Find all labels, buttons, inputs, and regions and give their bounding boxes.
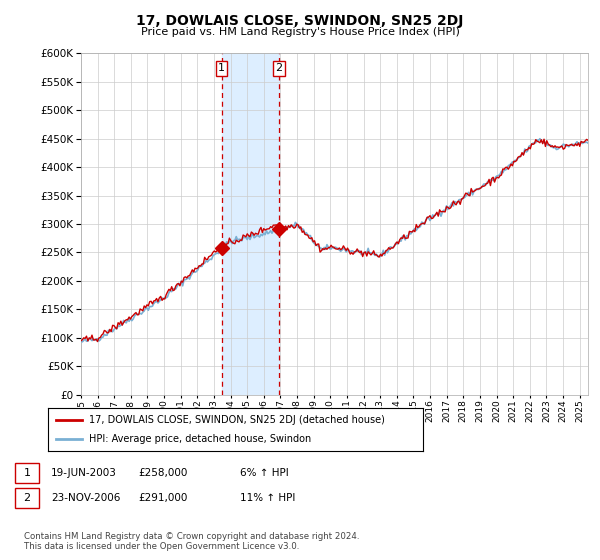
Text: 17, DOWLAIS CLOSE, SWINDON, SN25 2DJ: 17, DOWLAIS CLOSE, SWINDON, SN25 2DJ — [136, 14, 464, 28]
Text: 1: 1 — [218, 63, 225, 73]
Text: 17, DOWLAIS CLOSE, SWINDON, SN25 2DJ (detached house): 17, DOWLAIS CLOSE, SWINDON, SN25 2DJ (de… — [89, 415, 385, 424]
Text: HPI: Average price, detached house, Swindon: HPI: Average price, detached house, Swin… — [89, 435, 311, 444]
Text: Price paid vs. HM Land Registry's House Price Index (HPI): Price paid vs. HM Land Registry's House … — [140, 27, 460, 37]
Text: 23-NOV-2006: 23-NOV-2006 — [51, 493, 121, 503]
Text: 19-JUN-2003: 19-JUN-2003 — [51, 468, 117, 478]
Bar — [221, 53, 279, 395]
Text: £258,000: £258,000 — [138, 468, 187, 478]
Text: 2: 2 — [275, 63, 283, 73]
Text: £291,000: £291,000 — [138, 493, 187, 503]
Text: 11% ↑ HPI: 11% ↑ HPI — [240, 493, 295, 503]
Text: Contains HM Land Registry data © Crown copyright and database right 2024.
This d: Contains HM Land Registry data © Crown c… — [24, 532, 359, 552]
Text: 1: 1 — [23, 468, 31, 478]
Text: 6% ↑ HPI: 6% ↑ HPI — [240, 468, 289, 478]
Text: 2: 2 — [23, 493, 31, 503]
